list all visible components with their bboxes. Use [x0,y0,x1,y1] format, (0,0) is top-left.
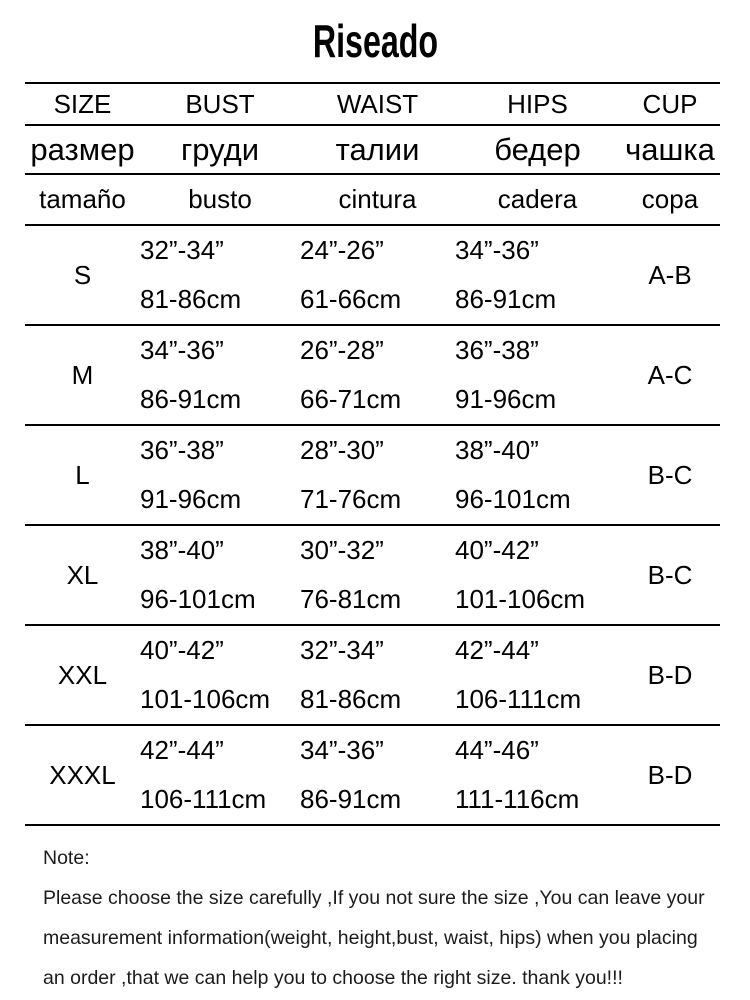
waist-measurement: 24”-26” 61-66cm [300,225,455,325]
header-size-ru: размер [30,131,135,167]
bust-cm: 96-101cm [140,584,256,614]
note-section: Note: Please choose the size carefully ,… [43,838,722,998]
bust-cm: 86-91cm [140,384,242,414]
note-line: Please choose the size carefully ,If you… [43,887,705,909]
hips-measurement: 42”-44” 106-111cm [455,625,620,725]
hips-cm: 101-106cm [455,584,586,614]
waist-cm: 86-91cm [300,784,402,814]
note-line: an order ,that we can help you to choose… [43,967,623,989]
hips-cm: 86-91cm [455,284,557,314]
header-row-english: SIZE BUST WAIST HIPS CUP [25,83,720,125]
bust-inches: 36”-38” [140,435,224,465]
waist-cm: 81-86cm [300,684,402,714]
hips-measurement: 34”-36” 86-91cm [455,225,620,325]
table-row-s: S 32”-34” 81-86cm 24”-26” 61-66cm 34”-36… [25,225,720,325]
header-cup-en: CUP [642,88,698,119]
note-line: measurement information(weight, height,b… [43,927,698,949]
table-row-xl: XL 38”-40” 96-101cm 30”-32” 76-81cm 40”-… [25,525,720,625]
hips-measurement: 38”-40” 96-101cm [455,425,620,525]
waist-measurement: 32”-34” 81-86cm [300,625,455,725]
header-waist-es: cintura [338,184,417,214]
hips-cm: 106-111cm [455,684,582,714]
waist-inches: 24”-26” [300,235,384,265]
cup-range: B-D [647,659,693,690]
cup-range: A-C [647,359,693,390]
header-size-en: SIZE [53,88,112,119]
bust-cm: 106-111cm [140,784,267,814]
hips-cm: 96-101cm [455,484,571,514]
header-row-spanish: tamaño busto cintura cadera copa [25,174,720,225]
header-bust-en: BUST [185,88,255,119]
header-bust-es: busto [188,184,252,214]
brand-header: Riseado [0,0,750,82]
size-label: XL [66,559,99,590]
header-row-russian: размер груди талии бедер чашка [25,125,720,174]
waist-cm: 66-71cm [300,384,402,414]
waist-cm: 76-81cm [300,584,402,614]
header-hips-en: HIPS [507,88,568,119]
size-label: XXXL [49,759,116,790]
hips-cm: 111-116cm [455,784,580,814]
cup-range: B-D [647,759,693,790]
hips-inches: 40”-42” [455,535,539,565]
hips-measurement: 36”-38” 91-96cm [455,325,620,425]
bust-measurement: 34”-36” 86-91cm [140,325,300,425]
header-waist-ru: талии [335,131,420,167]
hips-inches: 36”-38” [455,335,539,365]
cup-range: A-B [648,259,692,290]
brand-title: Riseado [312,15,438,67]
hips-cm: 91-96cm [455,384,557,414]
bust-inches: 40”-42” [140,635,224,665]
header-hips-ru: бедер [494,131,581,167]
waist-measurement: 28”-30” 71-76cm [300,425,455,525]
size-chart-table: SIZE BUST WAIST HIPS CUP размер груди та… [25,82,720,826]
waist-inches: 32”-34” [300,635,384,665]
waist-inches: 26”-28” [300,335,384,365]
bust-measurement: 40”-42” 101-106cm [140,625,300,725]
bust-measurement: 42”-44” 106-111cm [140,725,300,825]
waist-cm: 61-66cm [300,284,402,314]
header-waist-en: WAIST [336,88,419,119]
waist-inches: 30”-32” [300,535,384,565]
cup-range: B-C [647,559,693,590]
waist-measurement: 34”-36” 86-91cm [300,725,455,825]
table-row-l: L 36”-38” 91-96cm 28”-30” 71-76cm 38”-40… [25,425,720,525]
note-title: Note: [43,847,90,869]
waist-inches: 34”-36” [300,735,384,765]
size-label: M [71,359,94,390]
header-cup-ru: чашка [625,131,715,167]
size-label: S [73,259,92,290]
hips-measurement: 40”-42” 101-106cm [455,525,620,625]
waist-inches: 28”-30” [300,435,384,465]
cup-range: B-C [647,459,693,490]
table-row-xxxl: XXXL 42”-44” 106-111cm 34”-36” 86-91cm 4… [25,725,720,825]
bust-inches: 32”-34” [140,235,224,265]
size-label: L [75,459,90,490]
bust-measurement: 38”-40” 96-101cm [140,525,300,625]
bust-measurement: 36”-38” 91-96cm [140,425,300,525]
table-row-m: M 34”-36” 86-91cm 26”-28” 66-71cm 36”-38… [25,325,720,425]
waist-cm: 71-76cm [300,484,402,514]
bust-cm: 101-106cm [140,684,271,714]
hips-measurement: 44”-46” 111-116cm [455,725,620,825]
table-row-xxl: XXL 40”-42” 101-106cm 32”-34” 81-86cm 42… [25,625,720,725]
bust-inches: 34”-36” [140,335,224,365]
hips-inches: 42”-44” [455,635,539,665]
waist-measurement: 26”-28” 66-71cm [300,325,455,425]
bust-inches: 42”-44” [140,735,224,765]
bust-measurement: 32”-34” 81-86cm [140,225,300,325]
waist-measurement: 30”-32” 76-81cm [300,525,455,625]
hips-inches: 38”-40” [455,435,539,465]
hips-inches: 44”-46” [455,735,539,765]
header-hips-es: cadera [497,184,578,214]
header-bust-ru: груди [180,131,260,167]
size-label: XXL [57,659,108,690]
bust-cm: 91-96cm [140,484,242,514]
bust-cm: 81-86cm [140,284,242,314]
bust-inches: 38”-40” [140,535,224,565]
header-size-es: tamaño [39,184,126,214]
hips-inches: 34”-36” [455,235,539,265]
header-cup-es: copa [641,184,699,214]
